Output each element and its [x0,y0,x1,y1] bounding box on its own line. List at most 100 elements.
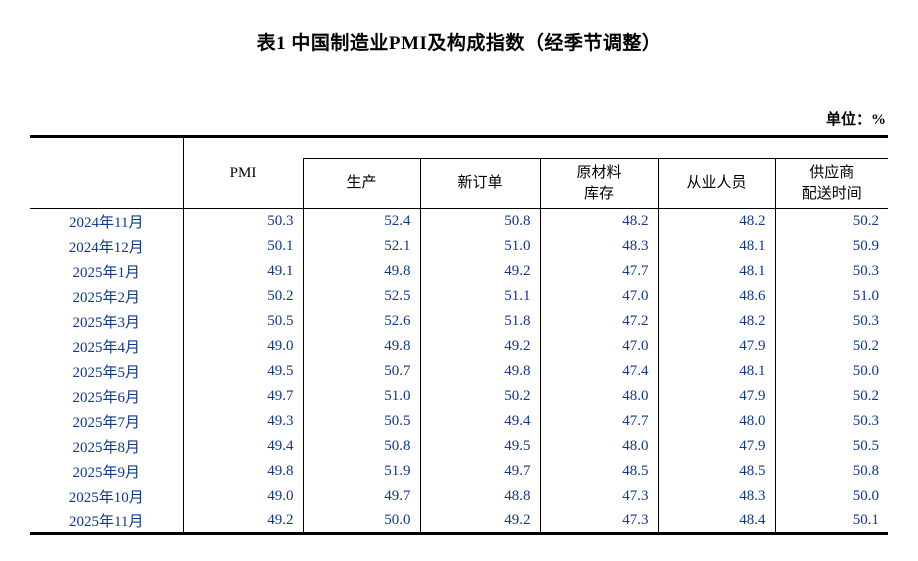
value-cell: 49.0 [182,483,303,509]
value-cell: 52.5 [302,283,420,309]
page: 表1 中国制造业PMI及构成指数（经季节调整） 单位：% PMI 生产 [0,28,918,561]
period-cell: 2025年5月 [72,364,140,381]
column-header-supplier-delivery-time: 供应商 配送时间 [774,158,888,209]
value-cell: 48.3 [539,233,658,259]
table-row: 2025年6月 49.7 51.0 50.2 48.0 47.9 50.2 [30,383,888,409]
value-cell: 49.7 [182,383,303,409]
value-cell: 48.0 [539,383,658,409]
value-cell: 50.0 [302,508,420,534]
value-cell: 51.0 [419,233,540,259]
period-cell: 2025年3月 [72,314,140,331]
value-cell: 47.2 [539,308,658,334]
value-cell: 47.7 [539,258,658,284]
value-cell: 49.8 [302,333,420,359]
value-cell: 49.1 [182,258,303,284]
column-header-production: 生产 [302,158,420,209]
value-cell: 49.5 [419,433,540,459]
value-cell: 48.1 [657,358,775,384]
value-cell: 47.3 [539,483,658,509]
value-cell: 49.2 [419,333,540,359]
period-cell: 2025年10月 [68,489,144,506]
value-cell: 48.4 [657,508,775,534]
corner-header-cell [30,136,184,209]
table-title: 表1 中国制造业PMI及构成指数（经季节调整） [256,33,662,54]
value-cell: 50.5 [302,408,420,434]
content-area: 表1 中国制造业PMI及构成指数（经季节调整） 单位：% PMI 生产 [30,28,888,535]
value-cell: 50.3 [774,408,888,434]
value-cell: 49.4 [182,433,303,459]
value-cell: 48.2 [657,208,775,234]
table-row: 2025年5月 49.5 50.7 49.8 47.4 48.1 50.0 [30,358,888,384]
value-cell: 48.5 [539,458,658,484]
value-cell: 50.9 [774,233,888,259]
period-cell: 2025年8月 [72,439,140,456]
value-cell: 48.8 [419,483,540,509]
value-cell: 50.5 [774,433,888,459]
value-cell: 49.8 [182,458,303,484]
value-cell: 47.9 [657,333,775,359]
table-row: 2025年1月 49.1 49.8 49.2 47.7 48.1 50.3 [30,258,888,284]
value-cell: 50.5 [182,308,303,334]
period-cell: 2025年7月 [72,414,140,431]
value-cell: 49.8 [302,258,420,284]
value-cell: 50.8 [419,208,540,234]
table-row: 2025年8月 49.4 50.8 49.5 48.0 47.9 50.5 [30,433,888,459]
table-row: 2024年12月 50.1 52.1 51.0 48.3 48.1 50.9 [30,233,888,259]
value-cell: 49.2 [419,258,540,284]
value-cell: 49.4 [419,408,540,434]
value-cell: 50.3 [182,208,303,234]
value-cell: 49.2 [182,508,303,534]
period-cell: 2025年9月 [72,464,140,481]
value-cell: 50.2 [774,208,888,234]
subindex-group-strip [303,136,888,159]
value-cell: 49.5 [182,358,303,384]
value-cell: 50.7 [302,358,420,384]
value-cell: 50.8 [302,433,420,459]
value-cell: 50.3 [774,308,888,334]
value-cell: 51.9 [302,458,420,484]
unit-label: 单位：% [825,112,886,128]
value-cell: 50.2 [419,383,540,409]
value-cell: 47.3 [539,508,658,534]
value-cell: 52.4 [302,208,420,234]
table-row: 2024年11月 50.3 52.4 50.8 48.2 48.2 50.2 [30,208,888,234]
table-row: 2025年11月 49.2 50.0 49.2 47.3 48.4 50.1 [30,508,888,534]
value-cell: 52.1 [302,233,420,259]
period-cell: 2024年12月 [68,239,144,256]
column-header-employment: 从业人员 [657,158,775,209]
period-cell: 2024年11月 [69,214,144,231]
value-cell: 47.0 [539,333,658,359]
table-row: 2025年9月 49.8 51.9 49.7 48.5 48.5 50.8 [30,458,888,484]
value-cell: 47.4 [539,358,658,384]
value-cell: 48.0 [657,408,775,434]
value-cell: 48.5 [657,458,775,484]
value-cell: 47.0 [539,283,658,309]
value-cell: 47.9 [657,433,775,459]
value-cell: 51.8 [419,308,540,334]
value-cell: 48.1 [657,258,775,284]
period-cell: 2025年6月 [72,389,140,406]
table-row: 2025年10月 49.0 49.7 48.8 47.3 48.3 50.0 [30,483,888,509]
value-cell: 49.7 [419,458,540,484]
value-cell: 49.0 [182,333,303,359]
value-cell: 49.8 [419,358,540,384]
value-cell: 50.2 [182,283,303,309]
value-cell: 50.1 [182,233,303,259]
column-header-pmi: PMI [183,136,303,209]
value-cell: 48.3 [657,483,775,509]
column-header-new-orders: 新订单 [419,158,540,209]
value-cell: 50.3 [774,258,888,284]
value-cell: 49.3 [182,408,303,434]
table-body: 2024年11月 50.3 52.4 50.8 48.2 48.2 50.2 2024年12月… [30,208,888,534]
period-cell: 2025年4月 [72,339,140,356]
value-cell: 51.1 [419,283,540,309]
table-header: PMI 生产 新订单 原材料 库存 从业人员 供应商 配送时间 [30,136,888,209]
value-cell: 49.2 [419,508,540,534]
value-cell: 49.7 [302,483,420,509]
period-cell: 2025年11月 [69,513,144,530]
value-cell: 47.7 [539,408,658,434]
value-cell: 50.2 [774,333,888,359]
value-cell: 48.1 [657,233,775,259]
table-row: 2025年3月 50.5 52.6 51.8 47.2 48.2 50.3 [30,308,888,334]
period-cell: 2025年1月 [72,264,140,281]
